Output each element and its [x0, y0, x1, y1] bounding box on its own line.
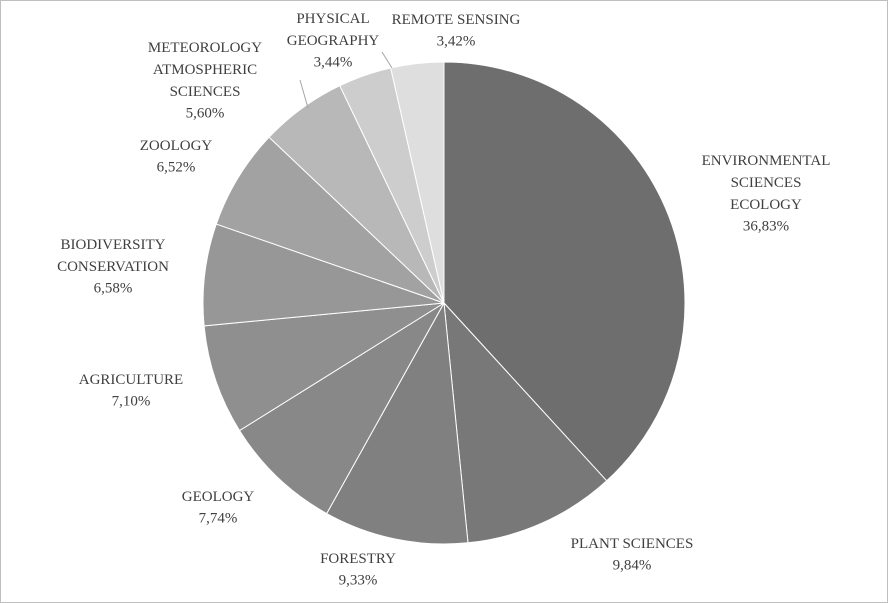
- slice-label: ZOOLOGY: [140, 138, 213, 154]
- slice-value-label: 36,83%: [743, 218, 789, 234]
- leader-line: [381, 51, 393, 69]
- slice-label: FORESTRY: [320, 551, 396, 567]
- pie-slice: [390, 61, 445, 304]
- slice-value-label: 9,33%: [339, 572, 378, 588]
- slice-value-label: 3,44%: [314, 54, 353, 70]
- slice-label: PHYSICAL GEOGRAPHY: [287, 11, 380, 49]
- slice-label: GEOLOGY: [182, 489, 255, 505]
- slice-value-label: 7,10%: [112, 393, 151, 409]
- slice-label: AGRICULTURE: [79, 372, 183, 388]
- pie-slice: [203, 302, 445, 432]
- slice-value-label: 6,58%: [94, 280, 133, 296]
- leader-line: [299, 79, 309, 109]
- slice-value-label: 5,60%: [186, 105, 225, 121]
- slice-value-label: 9,84%: [613, 557, 652, 573]
- slice-value-label: 7,74%: [199, 510, 238, 526]
- slice-label: BIODIVERSITY CONSERVATION: [57, 237, 169, 275]
- pie-slice: [238, 302, 445, 515]
- pie-slice: [443, 301, 608, 544]
- slice-label: PLANT SCIENCES: [571, 536, 694, 552]
- slice-label: METEOROLOGY ATMOSPHERIC SCIENCES: [148, 40, 262, 100]
- pie-slice: [326, 301, 469, 545]
- slice-value-label: 6,52%: [157, 159, 196, 175]
- slice-label: ENVIRONMENTAL SCIENCES ECOLOGY: [702, 153, 831, 213]
- pie-slice: [443, 61, 686, 482]
- slice-label: REMOTE SENSING: [392, 12, 521, 28]
- slice-value-label: 3,42%: [437, 33, 476, 49]
